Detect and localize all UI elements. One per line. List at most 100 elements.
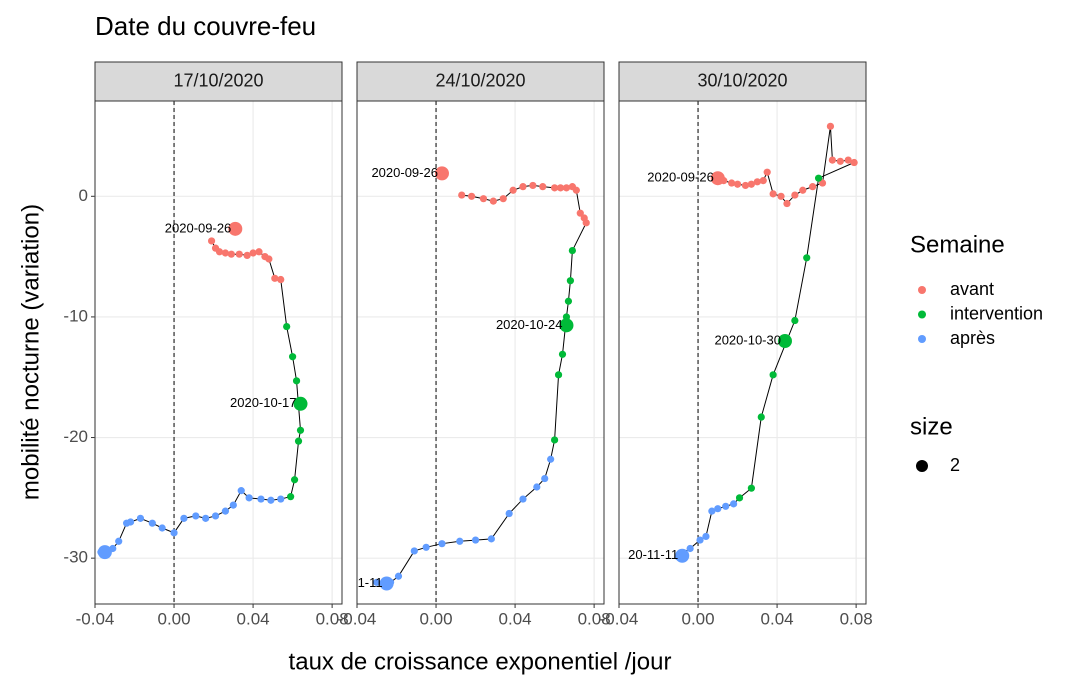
point [551,436,559,444]
point [277,275,285,284]
x-tick-label: 0.04 [761,609,794,628]
x-tick-label: 0.08 [316,609,349,628]
point [556,184,565,192]
highlight-point [434,166,449,181]
point [509,186,517,194]
point [505,509,513,518]
point [722,502,730,510]
point [747,484,755,492]
point [422,543,430,551]
size-legend-swatch [916,460,928,472]
point [192,512,200,520]
point [814,174,823,182]
point [292,377,301,385]
y-tick-label: -30 [63,548,88,567]
highlight-point [675,548,690,563]
point [799,186,807,194]
point-label: 2020-09-26 [647,170,714,185]
highlight-point [293,396,308,411]
point [265,255,273,263]
strip [94,61,343,102]
point [245,494,253,502]
x-tick-label: 0.08 [840,609,873,628]
point [235,250,243,258]
legend-label: intervention [950,303,1043,323]
strip [618,61,867,102]
x-tick-label: -0.04 [76,609,115,628]
point [136,514,145,522]
facet-label: 24/10/2020 [435,70,525,90]
point-label: 2020-10-24 [496,317,563,332]
point [207,237,216,245]
point-label: 1-11 [358,575,383,590]
point [170,529,178,537]
point [211,512,220,520]
point [229,501,237,509]
point [123,519,131,527]
point [202,514,210,522]
highlight-point [559,318,574,333]
point [728,179,736,187]
point [791,191,799,199]
point [757,413,765,421]
point [708,507,716,515]
point [529,181,537,190]
legend-swatch [918,310,926,319]
highlight-point [710,171,725,186]
point [818,179,827,187]
point [468,192,476,200]
point [759,177,767,185]
x-axis-label: taux de croissance exponentiel /jour [289,648,672,675]
point [257,495,265,503]
point [438,540,446,548]
point [519,183,527,191]
point [547,455,555,463]
point [271,274,279,282]
point [763,168,771,176]
point [215,248,224,256]
point [850,158,858,167]
point [836,157,844,165]
point [686,544,694,553]
point [115,537,123,545]
x-tick-label: 0.00 [681,609,714,628]
legend-swatch [918,286,926,294]
point [747,180,755,188]
chart-title: Date du couvre-feu [95,11,316,41]
point [373,578,381,586]
panel-marks: 2020-09-26 2020-10-30 20-11-11 [628,122,858,563]
panel-border [94,100,343,605]
point [255,248,263,256]
point [158,524,166,532]
point [551,184,559,192]
point [554,371,563,379]
point [809,183,817,191]
point [696,536,704,544]
point [519,495,527,503]
point [294,437,303,445]
point [458,191,466,199]
point [783,199,791,208]
point [741,181,750,190]
x-tick-label: -0.04 [600,609,639,628]
point [394,572,403,580]
size-legend-label: 2 [950,455,960,475]
x-tick-label: -0.04 [338,609,377,628]
panel-marks: 2020-09-26 2020-10-17 [97,220,308,560]
point [777,192,785,200]
point [539,183,547,191]
point [180,514,188,522]
x-tick-label: 0.04 [499,609,532,628]
panel-border [618,100,867,605]
point [562,184,571,192]
highlight-point [777,334,792,349]
point [456,537,464,545]
x-tick-label: 0.08 [578,609,611,628]
point-label: 2020-10-30 [714,332,781,347]
y-tick-label: 0 [79,186,88,205]
panel-marks: 2020-09-26 2020-10-24 1-11 [358,165,590,591]
point [479,195,488,203]
highlight-point [97,545,112,560]
point [499,195,507,203]
point [791,316,799,325]
